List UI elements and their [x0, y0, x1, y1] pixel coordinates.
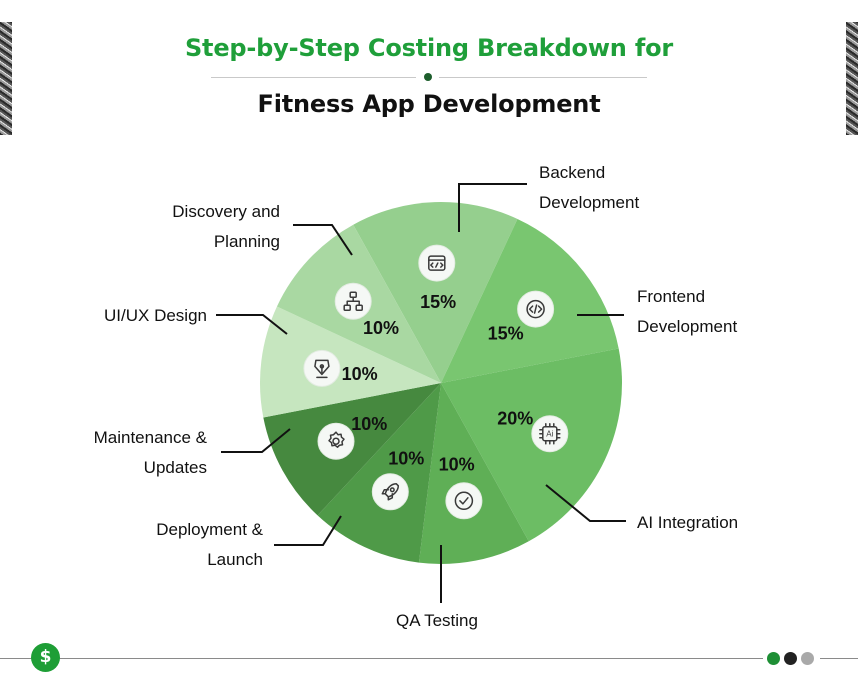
callout-label-backend-development: Backend Development — [539, 163, 639, 212]
callout-label-line: Discovery and — [172, 202, 280, 221]
callout-label-frontend-development: Frontend Development — [637, 287, 737, 336]
title-divider-left — [211, 77, 416, 78]
code-brackets-icon-glyph — [526, 299, 545, 319]
svg-text:Ai: Ai — [546, 430, 553, 439]
footer-line — [0, 658, 763, 659]
pie-slices — [260, 202, 622, 565]
connector-ui-ux-design — [216, 314, 288, 335]
callout-label-line: Backend — [539, 163, 605, 182]
sitemap-icon-glyph — [343, 291, 363, 311]
value-label-qa-testing: 10% — [439, 455, 475, 475]
page-title-line1: Step-by-Step Costing Breakdown for — [184, 34, 674, 62]
pie-slice-ui-ux-design — [260, 306, 441, 418]
callout-label-line: Planning — [214, 232, 280, 251]
callout-label-line: Development — [637, 317, 737, 336]
callout-label-line: QA Testing — [396, 611, 478, 630]
callout-label-maintenance-and-updates: Maintenance & Updates — [94, 428, 208, 477]
connector-discovery-and-planning — [293, 224, 353, 256]
slice-icons: Ai — [303, 244, 569, 520]
callout-label-line: Development — [539, 193, 639, 212]
callout-label-line: Frontend — [637, 287, 705, 306]
pen-nib-icon-glyph — [314, 359, 330, 379]
callout-label-line: AI Integration — [637, 513, 738, 532]
callout-label-deployment-and-launch: Deployment & Launch — [156, 520, 263, 569]
callout-label-line: Deployment & — [156, 520, 263, 539]
pen-nib-icon — [303, 349, 341, 387]
callout-label-line: Launch — [207, 550, 263, 569]
title-divider-dot — [424, 73, 432, 81]
callout-label-line: Updates — [144, 458, 207, 477]
callout-label-ui-ux-design: UI/UX Design — [104, 306, 207, 325]
slice-value-labels: 15%15%20%10%10%10%10%10% — [342, 292, 534, 475]
value-label-maintenance-and-updates: 10% — [351, 414, 387, 434]
footer-line-right — [820, 658, 858, 659]
callout-labels: Backend Development Frontend Development AI … — [94, 163, 739, 630]
title-divider-right — [439, 77, 647, 78]
rocket-icon-glyph — [381, 483, 400, 501]
connector-maintenance-and-updates — [221, 428, 291, 453]
connector-ai-integration — [545, 484, 626, 522]
connector-backend-development — [458, 183, 527, 232]
pie-slice-ai-integration — [441, 348, 622, 542]
sitemap-icon — [334, 282, 372, 320]
callout-label-qa-testing: QA Testing — [396, 611, 478, 630]
page-dot-gray — [801, 652, 814, 665]
dollar-badge-icon: $ — [31, 643, 60, 672]
value-label-backend-development: 15% — [420, 292, 456, 312]
pie-slice-qa-testing — [418, 383, 529, 565]
icon-badge-backend-development — [418, 244, 456, 282]
page-dot-black — [784, 652, 797, 665]
connector-deployment-and-launch — [274, 515, 342, 546]
check-circle-icon — [445, 482, 483, 520]
ai-chip-icon: Ai — [531, 415, 569, 453]
ai-chip-icon-glyph: Ai — [539, 422, 561, 445]
pie-slice-deployment-and-launch — [317, 383, 441, 563]
callout-label-ai-integration: AI Integration — [637, 513, 738, 532]
browser-code-icon — [418, 244, 456, 282]
gear-refresh-icon — [317, 422, 355, 460]
page-title-line2: Fitness App Development — [257, 90, 601, 118]
value-label-ai-integration: 20% — [497, 409, 533, 429]
rocket-icon — [371, 473, 409, 511]
right-corner-texture — [846, 22, 858, 135]
value-label-discovery-and-planning: 10% — [363, 318, 399, 338]
icon-badge-deployment-and-launch — [371, 473, 409, 511]
value-label-frontend-development: 15% — [488, 324, 524, 344]
browser-code-icon-glyph — [428, 255, 446, 271]
icon-badge-qa-testing — [445, 482, 483, 520]
check-circle-icon-glyph — [454, 491, 474, 511]
callout-connectors — [216, 183, 626, 603]
callout-label-line: UI/UX Design — [104, 306, 207, 325]
left-corner-texture — [0, 22, 12, 135]
value-label-ui-ux-design: 10% — [342, 364, 378, 384]
pie-slice-backend-development — [353, 202, 518, 383]
value-label-deployment-and-launch: 10% — [388, 448, 424, 468]
callout-label-discovery-and-planning: Discovery and Planning — [172, 202, 280, 251]
gear-refresh-icon-glyph — [328, 431, 345, 448]
page-indicator — [767, 652, 814, 665]
page-dot-green — [767, 652, 780, 665]
icon-badge-maintenance-and-updates — [317, 422, 355, 460]
code-brackets-icon — [517, 290, 555, 328]
callout-label-line: Maintenance & — [94, 428, 208, 447]
icon-badge-ai-integration — [531, 415, 569, 453]
